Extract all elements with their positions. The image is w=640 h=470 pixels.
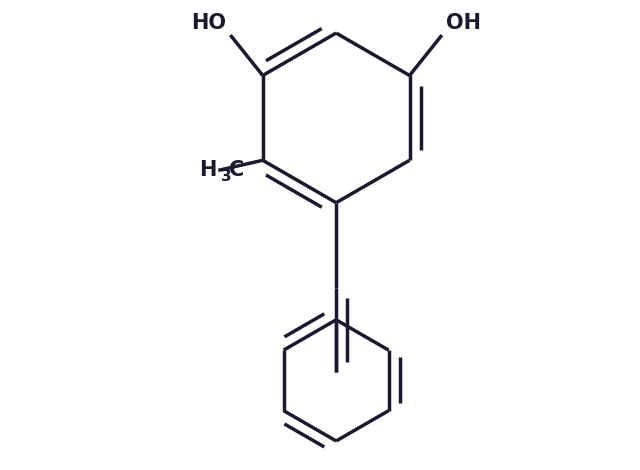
Text: C: C (229, 160, 244, 180)
Text: HO: HO (191, 13, 227, 33)
Text: OH: OH (446, 13, 481, 33)
Text: H: H (199, 160, 216, 180)
Text: 3: 3 (221, 169, 232, 184)
